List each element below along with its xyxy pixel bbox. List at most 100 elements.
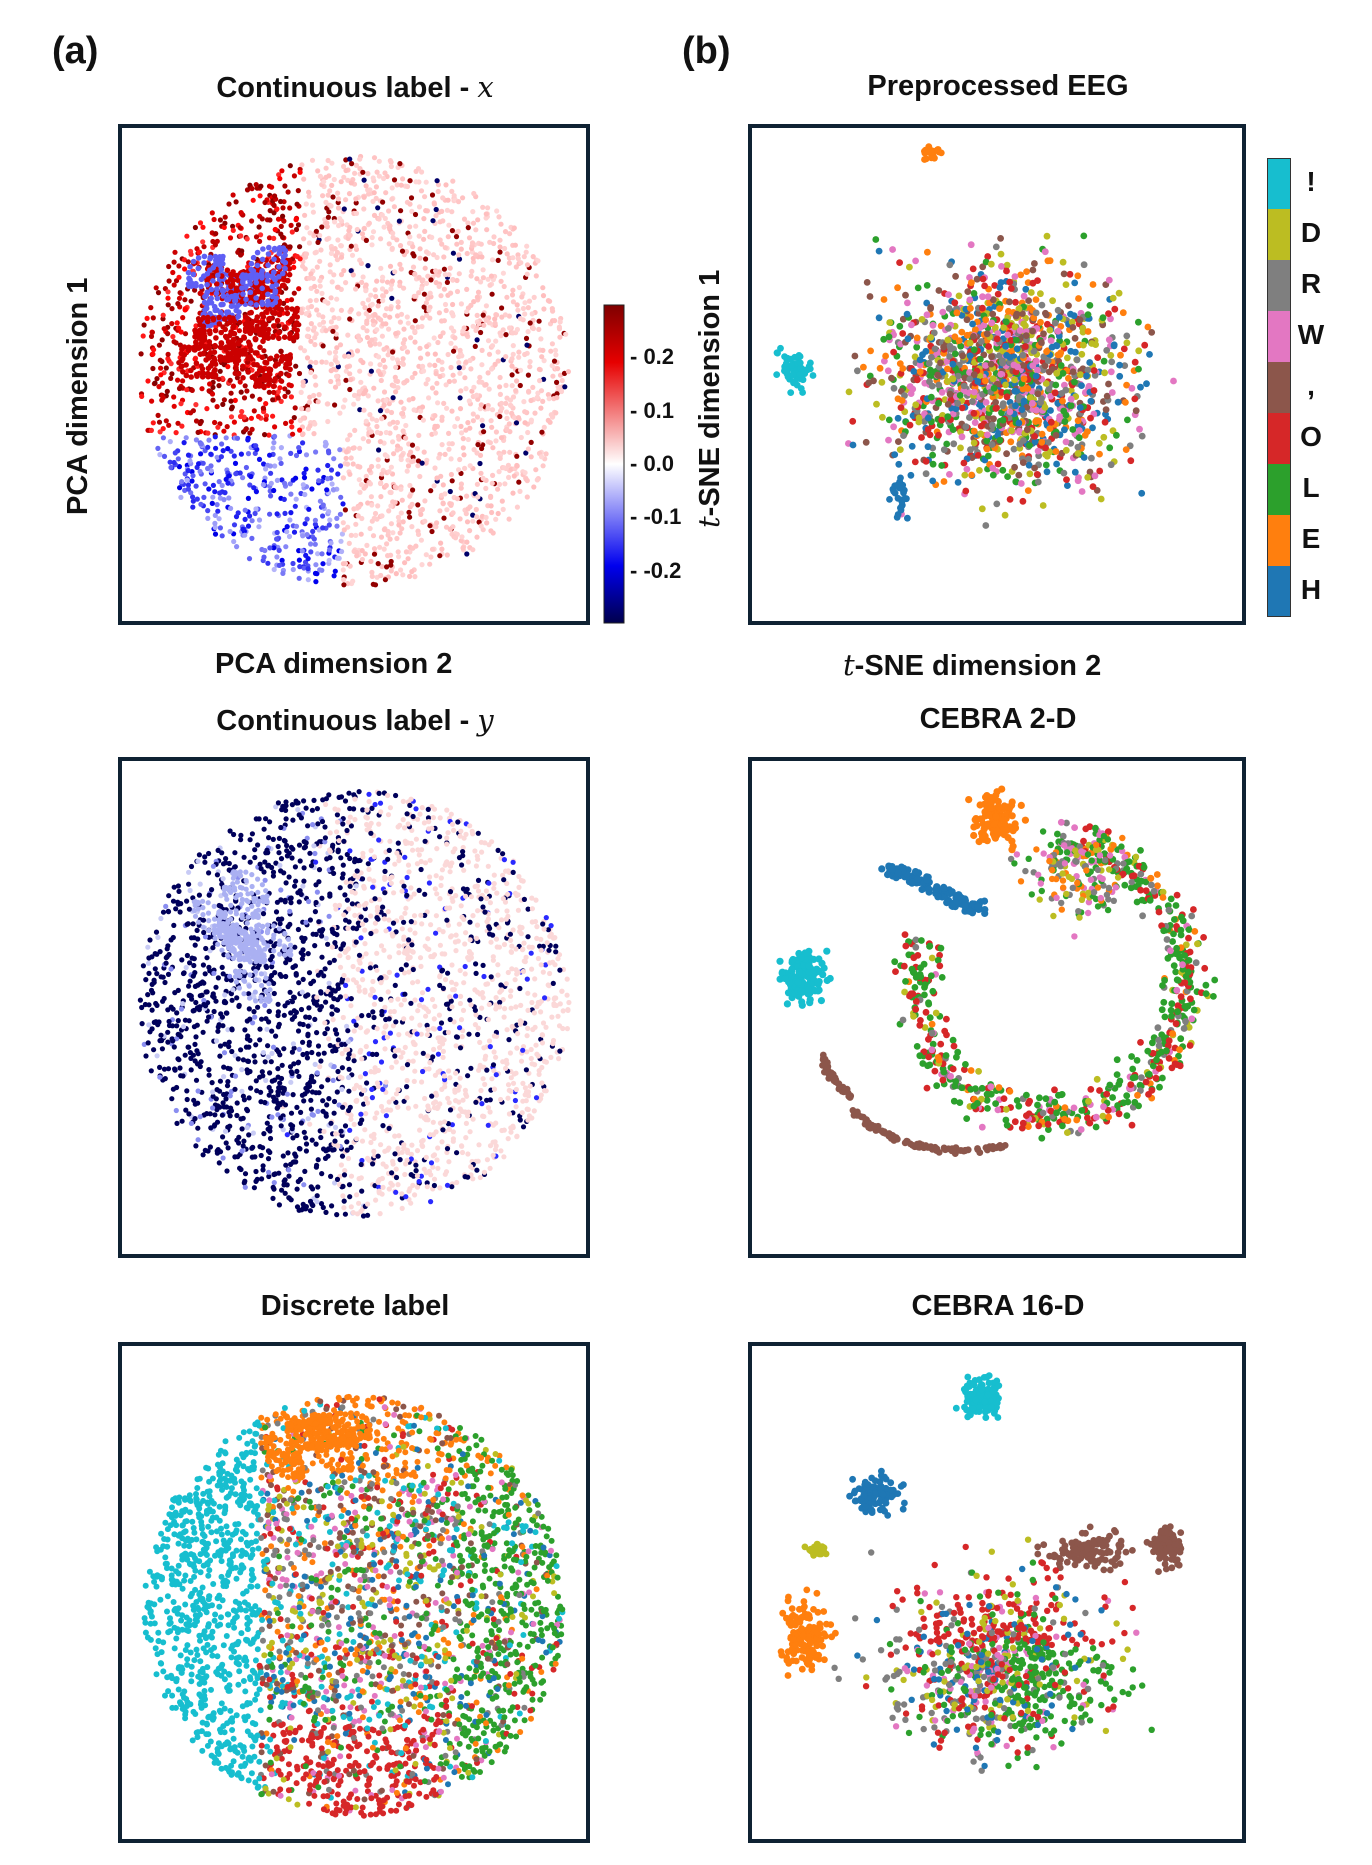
point (197, 290, 203, 296)
point (398, 266, 404, 272)
point (176, 274, 182, 280)
point (378, 236, 384, 242)
point (450, 510, 456, 516)
point (306, 898, 312, 905)
point (383, 482, 389, 489)
point (272, 193, 278, 199)
point (488, 939, 494, 945)
point (461, 980, 467, 986)
point (380, 357, 387, 363)
point (312, 521, 318, 527)
trajectory-point (242, 347, 248, 353)
point (307, 230, 313, 236)
point (291, 264, 297, 270)
point (340, 1183, 346, 1189)
point (480, 1076, 486, 1082)
point (398, 182, 404, 188)
point (374, 423, 380, 430)
point (426, 395, 432, 401)
point (350, 1053, 356, 1059)
trajectory-point (270, 333, 276, 340)
point (293, 1153, 299, 1159)
point (462, 1087, 468, 1093)
point (475, 1158, 481, 1164)
point (177, 909, 183, 915)
point (475, 217, 481, 223)
point (252, 510, 258, 517)
point (341, 206, 347, 212)
point (202, 854, 208, 860)
point (546, 396, 552, 402)
point (506, 474, 512, 480)
point (161, 453, 168, 459)
point (547, 298, 553, 304)
point (145, 992, 151, 998)
point (162, 979, 168, 986)
point (287, 1064, 294, 1070)
point (309, 1111, 315, 1118)
trajectory-point (193, 341, 199, 347)
point (526, 388, 532, 394)
point (350, 272, 356, 278)
point (312, 850, 318, 857)
point (487, 1165, 493, 1171)
point (441, 266, 447, 272)
point (377, 362, 383, 368)
point (323, 199, 329, 205)
point (278, 348, 284, 354)
point (201, 494, 207, 500)
point (271, 440, 277, 446)
point (431, 1152, 438, 1158)
point (344, 364, 350, 370)
point (407, 482, 413, 489)
point (382, 577, 388, 583)
point (247, 513, 253, 519)
trajectory-point (190, 258, 197, 265)
point (496, 214, 502, 220)
point (503, 981, 509, 987)
point (369, 242, 375, 248)
trajectory-point (217, 357, 224, 363)
point (449, 441, 455, 447)
point (174, 1036, 180, 1042)
point (220, 1100, 226, 1106)
point (353, 210, 360, 216)
point (288, 900, 294, 906)
point (513, 264, 519, 270)
point (473, 252, 479, 258)
point (417, 473, 423, 480)
point (171, 459, 177, 466)
point (336, 223, 342, 229)
trajectory-point (278, 306, 284, 313)
point (308, 303, 315, 310)
point (448, 456, 454, 462)
point (226, 473, 232, 479)
point (465, 436, 471, 443)
point (329, 481, 335, 487)
point (373, 195, 379, 201)
trajectory-point (234, 303, 240, 310)
point (256, 456, 263, 462)
point (484, 520, 490, 526)
point (323, 328, 329, 334)
point (507, 1050, 513, 1056)
point (419, 323, 425, 330)
point (547, 419, 553, 425)
point (524, 1049, 530, 1055)
point (388, 489, 394, 496)
point (212, 524, 218, 530)
point (179, 1118, 185, 1124)
trajectory-point (178, 350, 185, 357)
point (393, 571, 399, 577)
trajectory-point (244, 315, 251, 322)
point (449, 478, 455, 484)
point (457, 347, 463, 353)
point (474, 337, 480, 343)
point (323, 165, 329, 171)
point (294, 1104, 300, 1110)
point (167, 459, 173, 465)
point (280, 570, 286, 576)
point (433, 913, 439, 919)
point (474, 294, 480, 300)
point (248, 415, 254, 421)
